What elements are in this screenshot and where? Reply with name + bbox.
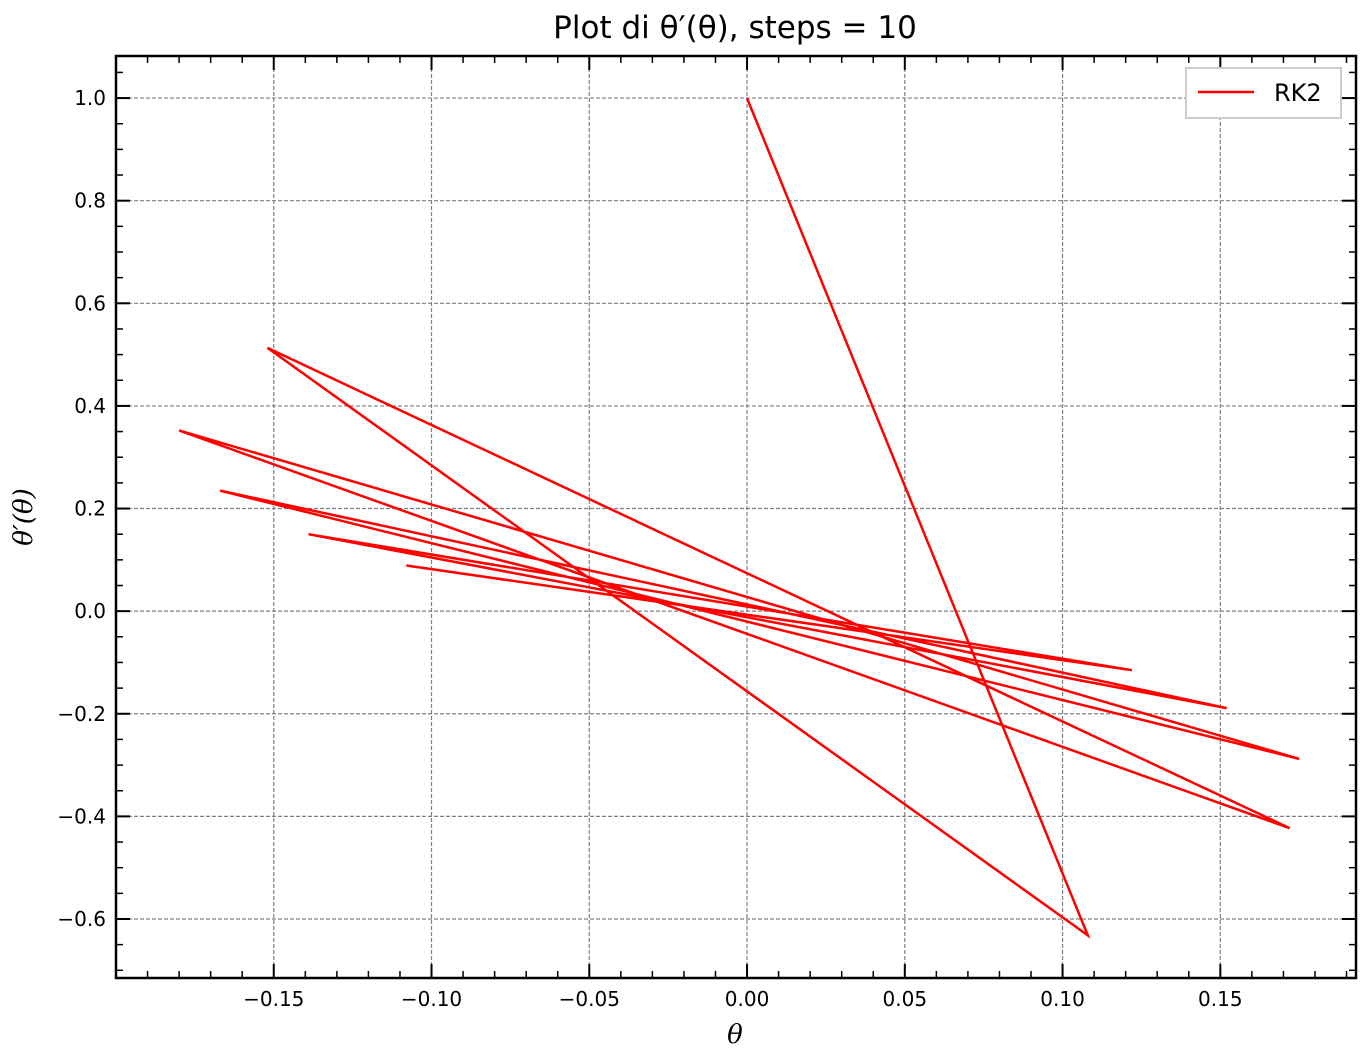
x-tick-label: 0.00	[725, 987, 770, 1011]
x-tick-label: −0.15	[243, 987, 304, 1011]
grid-lines	[116, 56, 1356, 978]
y-tick-label: 0.2	[74, 497, 106, 521]
legend-label-rk2: RK2	[1274, 79, 1322, 107]
x-tick-label: −0.05	[559, 987, 620, 1011]
y-tick-label: −0.2	[57, 702, 106, 726]
series-layer	[178, 97, 1300, 939]
y-tick-label: −0.4	[57, 804, 106, 828]
y-tick-label: 0.0	[74, 599, 106, 623]
y-axis-label: θ′(θ)	[9, 488, 39, 546]
x-tick-label: 0.15	[1198, 987, 1243, 1011]
y-tick-label: 0.4	[74, 394, 106, 418]
tick-labels: −0.15 −0.10 −0.05 0.00 0.05 0.10 0.15 −0.6 −0.4 −…	[57, 86, 1242, 1011]
legend: RK2	[1185, 67, 1342, 119]
x-tick-label: −0.10	[401, 987, 462, 1011]
chart-title: Plot di θ′(θ), steps = 10	[553, 10, 917, 46]
plot-frame	[114, 54, 1358, 980]
series-line-rk2	[178, 97, 1300, 939]
y-tick-label: 0.8	[74, 189, 106, 213]
tick-marks	[116, 56, 1356, 978]
y-tick-label: 0.6	[74, 291, 106, 315]
x-axis-label: θ	[727, 1020, 743, 1050]
x-tick-label: 0.10	[1040, 987, 1085, 1011]
y-tick-label: −0.6	[57, 907, 106, 931]
y-tick-label: 1.0	[74, 86, 106, 110]
x-tick-label: 0.05	[883, 987, 928, 1011]
